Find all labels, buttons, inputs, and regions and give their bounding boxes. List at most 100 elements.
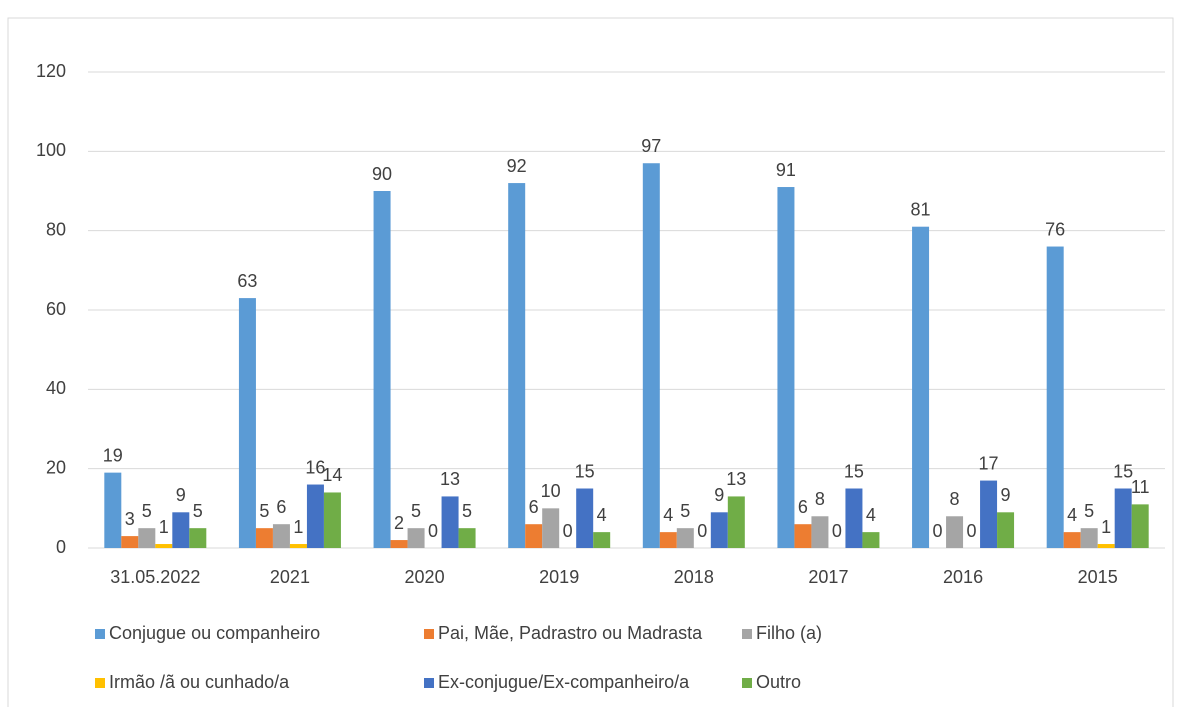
bar: [508, 183, 526, 549]
y-tick-label: 120: [36, 61, 66, 81]
data-label: 0: [563, 521, 573, 541]
bar: [845, 488, 863, 548]
data-label: 90: [372, 164, 392, 184]
data-label: 5: [142, 501, 152, 521]
x-tick-label: 2019: [539, 567, 579, 587]
data-label: 0: [832, 521, 842, 541]
bar: [777, 187, 795, 549]
legend-swatch: [424, 629, 434, 639]
legend-label: Pai, Mãe, Padrastro ou Madrasta: [438, 623, 703, 643]
x-tick-label: 2020: [405, 567, 445, 587]
data-label: 8: [950, 489, 960, 509]
bar: [912, 226, 930, 548]
data-label: 92: [507, 156, 527, 176]
y-tick-label: 20: [46, 457, 66, 477]
data-label: 9: [714, 485, 724, 505]
y-tick-label: 60: [46, 299, 66, 319]
x-tick-label: 2021: [270, 567, 310, 587]
data-label: 14: [322, 465, 342, 485]
x-tick-label: 31.05.2022: [110, 567, 200, 587]
data-label: 0: [933, 521, 943, 541]
bar: [593, 532, 611, 548]
data-label: 5: [462, 501, 472, 521]
data-label: 5: [193, 501, 203, 521]
data-label: 5: [680, 501, 690, 521]
y-tick-label: 40: [46, 378, 66, 398]
data-label: 9: [176, 485, 186, 505]
x-tick-label: 2015: [1078, 567, 1118, 587]
data-label: 19: [103, 445, 123, 465]
data-label: 15: [575, 461, 595, 481]
legend-swatch: [742, 629, 752, 639]
data-label: 0: [697, 521, 707, 541]
data-label: 16: [305, 457, 325, 477]
data-label: 15: [1113, 461, 1133, 481]
bar: [542, 508, 560, 548]
data-label: 1: [159, 517, 169, 537]
bar: [255, 528, 273, 548]
bar: [862, 532, 880, 548]
data-label: 4: [866, 505, 876, 525]
bar: [1063, 532, 1081, 548]
bar: [980, 480, 998, 548]
bar: [794, 524, 812, 548]
data-label: 13: [726, 469, 746, 489]
bar: [1097, 544, 1115, 548]
data-label: 2: [394, 513, 404, 533]
bar: [710, 512, 728, 548]
bar: [390, 540, 408, 548]
bar: [289, 544, 307, 548]
bar: [1080, 528, 1098, 548]
data-label: 81: [911, 199, 931, 219]
data-label: 5: [1084, 501, 1094, 521]
legend-swatch: [424, 678, 434, 688]
data-label: 13: [440, 469, 460, 489]
bar: [642, 163, 660, 548]
bar: [238, 298, 256, 548]
bar: [373, 191, 391, 548]
bar: [189, 528, 207, 548]
data-label: 9: [1001, 485, 1011, 505]
bar: [659, 532, 677, 548]
bar: [458, 528, 476, 548]
data-label: 17: [979, 453, 999, 473]
data-label: 1: [293, 517, 303, 537]
legend-label: Ex-conjugue/Ex-companheiro/a: [438, 672, 690, 692]
legend-swatch: [95, 678, 105, 688]
bar: [997, 512, 1015, 548]
bar: [946, 516, 964, 548]
data-label: 76: [1045, 219, 1065, 239]
bar: [727, 496, 745, 548]
data-label: 4: [597, 505, 607, 525]
bar: [155, 544, 173, 548]
data-label: 5: [411, 501, 421, 521]
data-label: 15: [844, 461, 864, 481]
bar: [138, 528, 156, 548]
data-label: 0: [967, 521, 977, 541]
bar: [121, 536, 139, 548]
data-label: 11: [1131, 477, 1150, 497]
data-label: 6: [529, 497, 539, 517]
x-tick-label: 2017: [808, 567, 848, 587]
data-label: 5: [259, 501, 269, 521]
data-label: 6: [276, 497, 286, 517]
x-tick-label: 2018: [674, 567, 714, 587]
data-label: 10: [541, 481, 561, 501]
bar: [1046, 246, 1064, 549]
legend-label: Conjugue ou companheiro: [109, 623, 320, 643]
data-label: 97: [641, 136, 661, 156]
bar: [525, 524, 543, 548]
x-tick-label: 2016: [943, 567, 983, 587]
bar: [811, 516, 829, 548]
data-label: 6: [798, 497, 808, 517]
bar: [576, 488, 594, 548]
legend-swatch: [742, 678, 752, 688]
chart-border: [7, 17, 1174, 707]
legend-label: Outro: [756, 672, 801, 692]
bar: [272, 524, 290, 548]
bar: [676, 528, 694, 548]
data-label: 0: [428, 521, 438, 541]
bar: [1131, 504, 1149, 548]
legend-label: Irmão /ã ou cunhado/a: [109, 672, 290, 692]
